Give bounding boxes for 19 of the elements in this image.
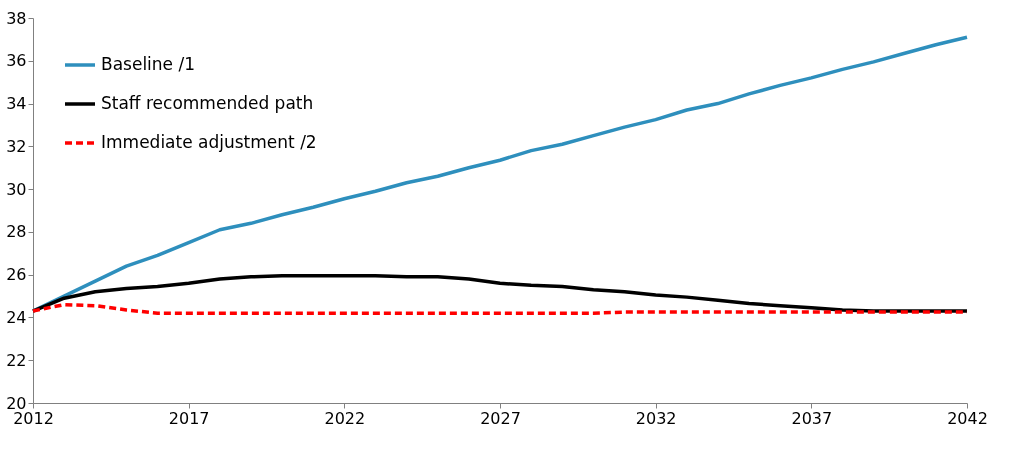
y-tick-label: 22 [6,350,27,370]
legend-label: Baseline /1 [101,54,196,74]
y-tick-label: 30 [6,179,27,199]
x-tick-label: 2037 [791,408,833,428]
legend-label: Staff recommended path [101,93,314,113]
x-tick-label: 2032 [635,408,677,428]
x-tick-label: 2042 [947,408,988,428]
y-tick-label: 26 [6,265,27,285]
line-series [31,273,969,313]
y-tick-label: 36 [6,51,27,71]
x-tick-label: 2027 [480,408,521,428]
y-tick-label: 28 [6,222,27,242]
x-tick-label: 2017 [168,408,210,428]
y-tick-label: 38 [6,8,27,28]
x-tick-label: 2022 [324,408,366,428]
y-tick-label: 24 [6,307,27,327]
y-tick-label: 34 [6,94,27,114]
y-tick-label: 32 [6,136,27,156]
legend-label: Immediate adjustment /2 [101,132,317,152]
